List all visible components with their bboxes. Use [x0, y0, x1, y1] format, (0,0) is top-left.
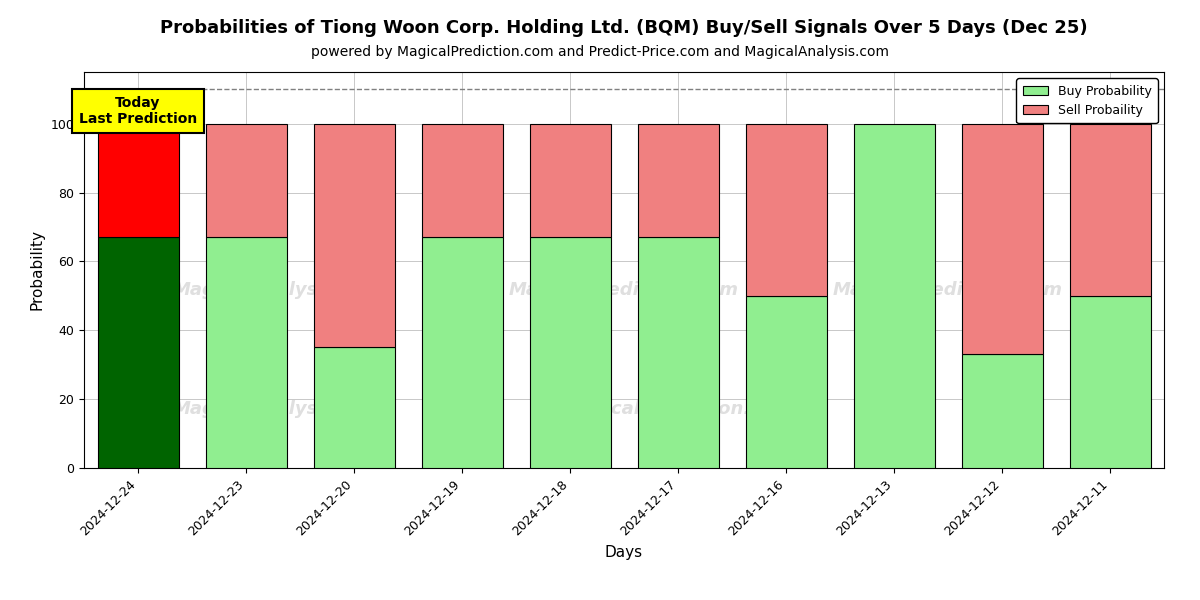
- Bar: [205, 237, 287, 468]
- Text: MagicalAnalysis.com: MagicalAnalysis.com: [173, 400, 384, 418]
- Bar: [421, 124, 503, 237]
- Text: MagicalPrediction.com: MagicalPrediction.com: [509, 281, 739, 299]
- Bar: [1069, 296, 1151, 468]
- Title: Probabilities of Tiong Woon Corp. Holding Ltd. (BQM) Buy/Sell Signals Over 5 Day: Probabilities of Tiong Woon Corp. Holdin…: [160, 19, 1088, 37]
- Bar: [97, 237, 179, 468]
- Bar: [529, 237, 611, 468]
- Bar: [961, 124, 1043, 355]
- Bar: [313, 124, 395, 347]
- Bar: [961, 355, 1043, 468]
- Text: powered by MagicalPrediction.com and Predict-Price.com and MagicalAnalysis.com: powered by MagicalPrediction.com and Pre…: [311, 45, 889, 59]
- Legend: Buy Probability, Sell Probaility: Buy Probability, Sell Probaility: [1016, 78, 1158, 123]
- Text: MagicalPrediction.com: MagicalPrediction.com: [833, 281, 1063, 299]
- Bar: [637, 124, 719, 237]
- Bar: [637, 237, 719, 468]
- Text: MagicalAnalysis.com: MagicalAnalysis.com: [173, 281, 384, 299]
- Bar: [205, 124, 287, 237]
- Bar: [421, 237, 503, 468]
- Bar: [745, 124, 827, 296]
- Y-axis label: Probability: Probability: [30, 229, 44, 311]
- Bar: [1069, 124, 1151, 296]
- Text: MagicalPrediction.com: MagicalPrediction.com: [563, 400, 793, 418]
- Bar: [745, 296, 827, 468]
- X-axis label: Days: Days: [605, 545, 643, 560]
- Bar: [97, 124, 179, 237]
- Bar: [529, 124, 611, 237]
- Text: Today
Last Prediction: Today Last Prediction: [79, 96, 197, 127]
- Bar: [313, 347, 395, 468]
- Bar: [853, 124, 935, 468]
